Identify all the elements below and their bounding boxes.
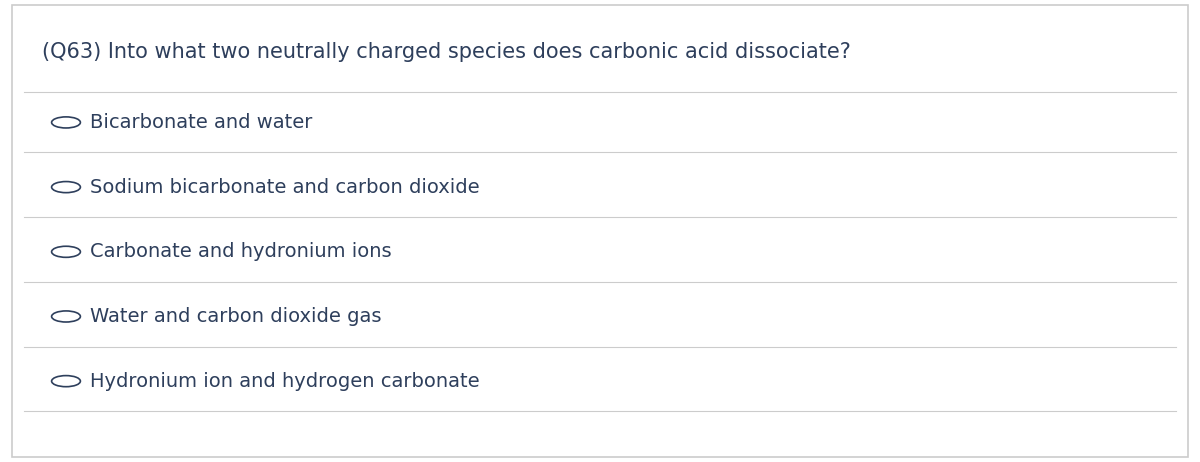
Text: (Q63) Into what two neutrally charged species does carbonic acid dissociate?: (Q63) Into what two neutrally charged sp… xyxy=(42,42,851,61)
Text: Water and carbon dioxide gas: Water and carbon dioxide gas xyxy=(90,307,382,326)
FancyBboxPatch shape xyxy=(12,5,1188,457)
Text: Sodium bicarbonate and carbon dioxide: Sodium bicarbonate and carbon dioxide xyxy=(90,177,480,197)
Text: Carbonate and hydronium ions: Carbonate and hydronium ions xyxy=(90,242,391,261)
Text: Bicarbonate and water: Bicarbonate and water xyxy=(90,113,312,132)
Text: Hydronium ion and hydrogen carbonate: Hydronium ion and hydrogen carbonate xyxy=(90,371,480,391)
